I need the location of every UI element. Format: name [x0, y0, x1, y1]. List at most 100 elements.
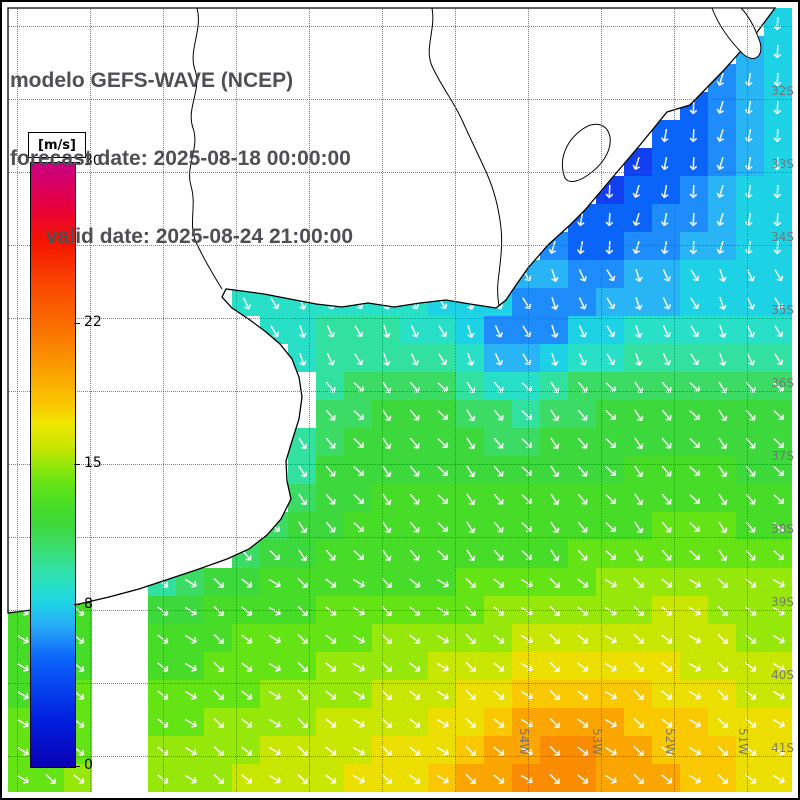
- wind-cell: ↑: [316, 344, 344, 372]
- wind-cell: ↑: [344, 568, 372, 596]
- wind-cell: ↑: [764, 624, 792, 652]
- wind-cell: ↑: [624, 372, 652, 400]
- wind-cell: ↑: [708, 652, 736, 680]
- wind-cell: ↑: [736, 372, 764, 400]
- wind-cell: ↑: [456, 764, 484, 792]
- wind-cell: ↑: [764, 568, 792, 596]
- wind-cell: ↑: [708, 204, 736, 232]
- wind-cell: ↑: [708, 708, 736, 736]
- wind-cell: ↑: [596, 652, 624, 680]
- wind-cell: ↑: [484, 568, 512, 596]
- wind-cell: ↑: [204, 708, 232, 736]
- colorbar-tick-label: 22: [84, 314, 102, 331]
- wind-cell: ↑: [260, 652, 288, 680]
- wind-cell: ↑: [260, 624, 288, 652]
- wind-cell: ↑: [428, 568, 456, 596]
- wind-cell: ↑: [736, 484, 764, 512]
- wind-cell: ↑: [708, 736, 736, 764]
- latitude-label: 37S: [771, 449, 794, 463]
- wind-cell: ↑: [260, 708, 288, 736]
- colorbar-tick-mark: [74, 604, 80, 606]
- river-contour-west: [189, 7, 223, 290]
- wind-cell: ↑: [568, 344, 596, 372]
- colorbar-tick-label: 8: [84, 595, 93, 612]
- wind-cell: ↑: [288, 624, 316, 652]
- wind-cell: ↑: [372, 428, 400, 456]
- wind-cell: ↑: [736, 764, 764, 792]
- wind-cell: ↑: [680, 232, 708, 260]
- wind-cell: ↑: [484, 316, 512, 344]
- wind-cell: ↑: [372, 708, 400, 736]
- wind-cell: ↑: [540, 344, 568, 372]
- lagoon-contour-north: [711, 7, 762, 59]
- wind-cell: ↑: [512, 428, 540, 456]
- wind-cell: ↑: [736, 64, 764, 92]
- wind-cell: ↑: [484, 372, 512, 400]
- wind-cell: ↑: [344, 624, 372, 652]
- wind-cell: ↑: [624, 652, 652, 680]
- wind-cell: ↑: [372, 372, 400, 400]
- wind-cell: ↑: [484, 400, 512, 428]
- forecast-date: forecast date: 2025-08-18 00:00:00: [10, 147, 351, 170]
- wind-cell: ↑: [596, 232, 624, 260]
- wind-cell: ↑: [764, 316, 792, 344]
- wind-cell: ↑: [736, 708, 764, 736]
- wind-cell: ↑: [512, 316, 540, 344]
- wind-cell: ↑: [316, 708, 344, 736]
- wind-cell: ↑: [316, 400, 344, 428]
- wind-cell: ↑: [764, 176, 792, 204]
- wind-cell: ↑: [372, 344, 400, 372]
- wind-cell: ↑: [624, 316, 652, 344]
- longitude-label: 53W: [590, 728, 604, 756]
- wind-cell: ↑: [764, 708, 792, 736]
- wind-cell: ↑: [540, 456, 568, 484]
- wind-cell: ↑: [540, 428, 568, 456]
- wind-cell: ↑: [568, 624, 596, 652]
- latitude-label: 39S: [771, 595, 794, 609]
- wind-cell: ↑: [736, 512, 764, 540]
- wind-cell: ↑: [316, 484, 344, 512]
- wind-cell: ↑: [568, 708, 596, 736]
- wind-cell: ↑: [428, 708, 456, 736]
- wind-cell: ↑: [596, 512, 624, 540]
- wind-cell: ↑: [372, 512, 400, 540]
- wind-cell: ↑: [400, 484, 428, 512]
- wind-cell: ↑: [596, 344, 624, 372]
- wind-cell: ↑: [344, 372, 372, 400]
- wind-cell: ↑: [764, 400, 792, 428]
- grid-line-vertical: [674, 8, 675, 792]
- wind-cell: ↑: [316, 652, 344, 680]
- wind-cell: ↑: [540, 316, 568, 344]
- wind-cell: ↑: [372, 400, 400, 428]
- wind-cell: ↑: [456, 680, 484, 708]
- wind-cell: ↑: [736, 176, 764, 204]
- wind-cell: ↑: [428, 456, 456, 484]
- wind-cell: ↑: [428, 680, 456, 708]
- wind-cell: ↑: [708, 316, 736, 344]
- wind-cell: ↑: [708, 260, 736, 288]
- wind-cell: ↑: [680, 540, 708, 568]
- latitude-label: 36S: [771, 376, 794, 390]
- grid-line-vertical: [601, 8, 602, 792]
- wind-cell: ↑: [512, 484, 540, 512]
- wind-cell: ↑: [736, 344, 764, 372]
- wind-cell: ↑: [316, 624, 344, 652]
- wind-cell: ↑: [512, 512, 540, 540]
- wind-cell: ↑: [708, 540, 736, 568]
- wind-cell: ↑: [764, 764, 792, 792]
- wind-cell: ↑: [64, 764, 92, 792]
- wind-cell: ↑: [260, 540, 288, 568]
- model-title: modelo GEFS-WAVE (NCEP): [10, 69, 294, 92]
- wind-cell: ↑: [344, 680, 372, 708]
- wind-cell: ↑: [568, 484, 596, 512]
- wind-cell: ↑: [288, 316, 316, 344]
- wind-cell: ↑: [400, 624, 428, 652]
- wind-cell: ↑: [288, 484, 316, 512]
- wind-cell: ↑: [456, 568, 484, 596]
- wind-cell: ↑: [736, 428, 764, 456]
- wind-cell: ↑: [680, 736, 708, 764]
- wind-cell: ↑: [400, 428, 428, 456]
- wind-cell: ↑: [680, 372, 708, 400]
- latitude-label: 35S: [771, 303, 794, 317]
